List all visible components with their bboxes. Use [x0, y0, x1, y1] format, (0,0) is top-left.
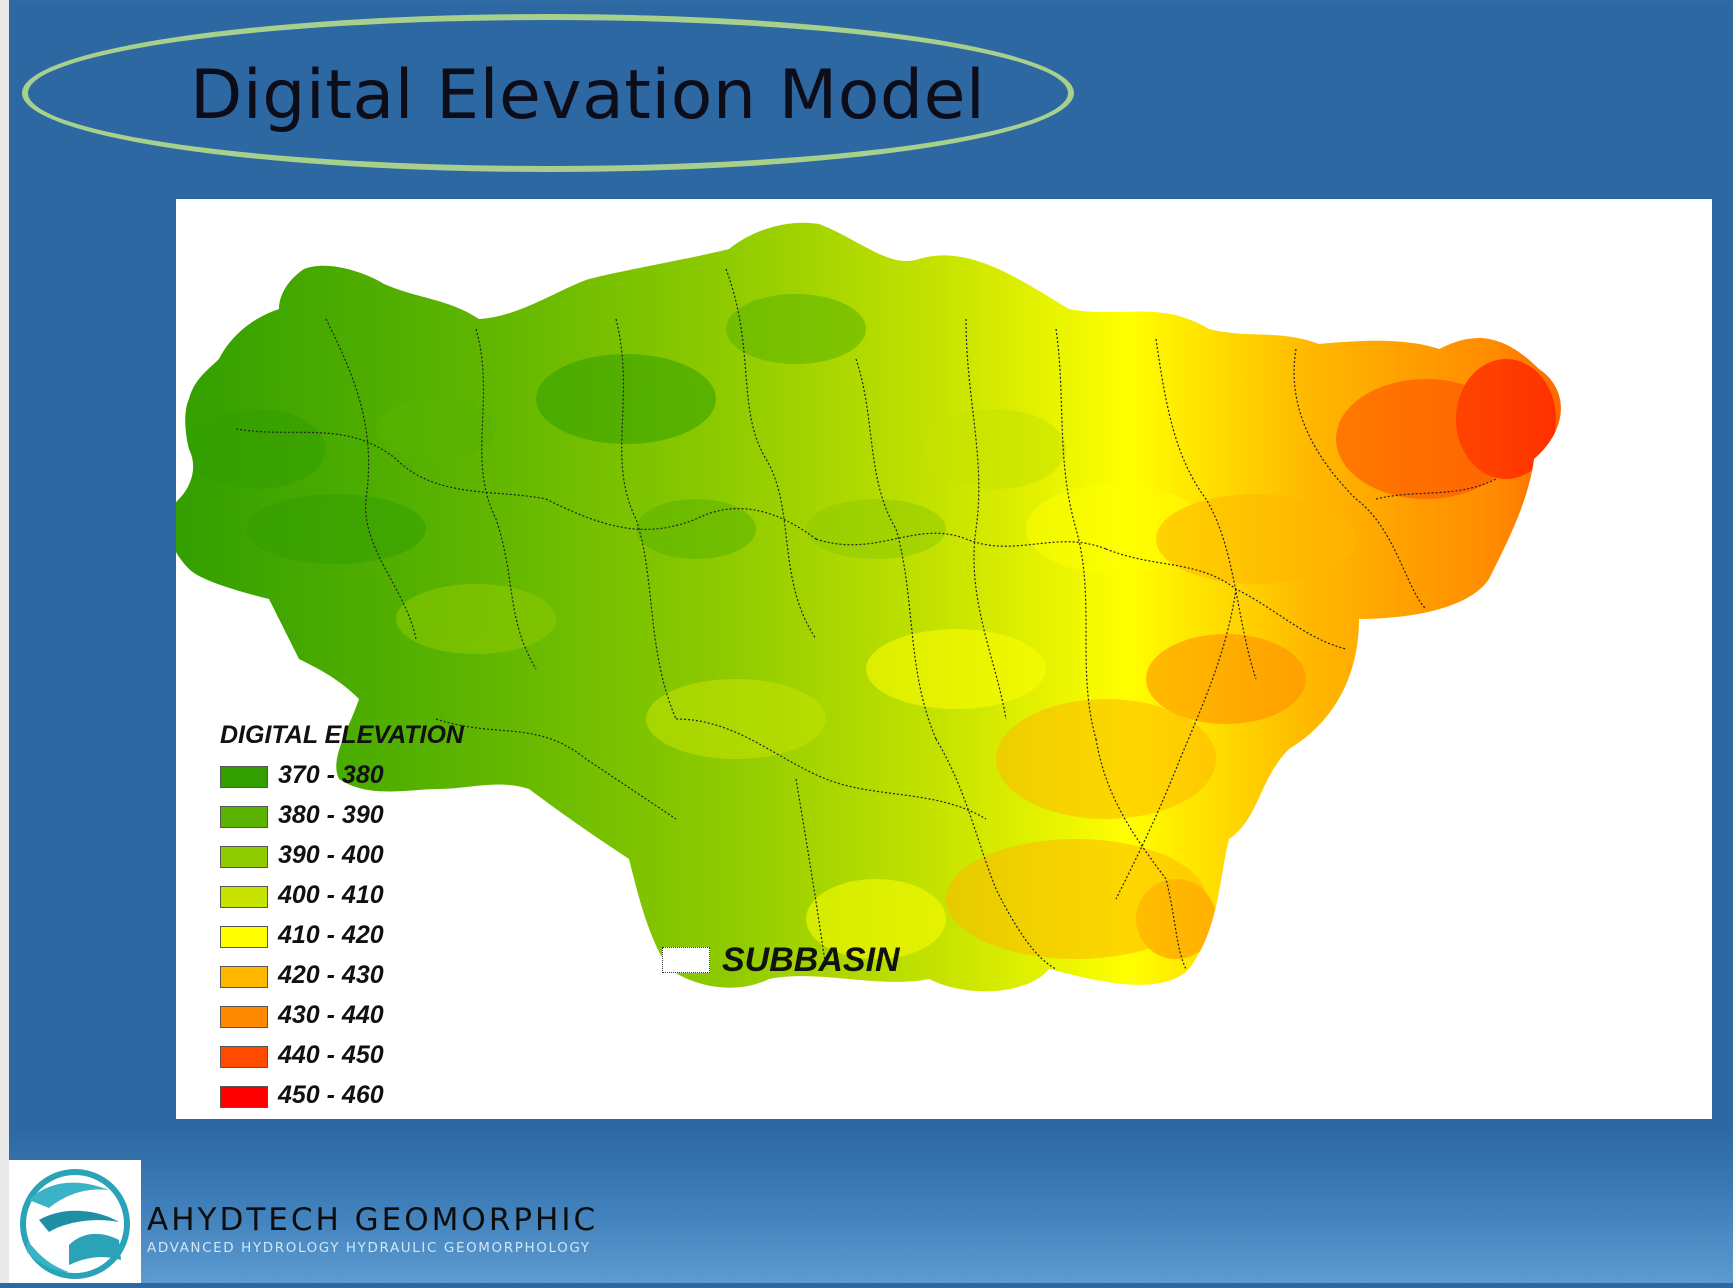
legend-swatch — [220, 966, 268, 988]
legend-label: 450 - 460 — [278, 1081, 384, 1109]
legend-label: 410 - 420 — [278, 921, 384, 949]
map-panel: DIGITAL ELEVATION 370 - 380 380 - 390 390 … — [176, 199, 1712, 1119]
brand-tagline: ADVANCED HYDROLOGY HYDRAULIC GEOMORPHOLO… — [147, 1240, 591, 1256]
subbasin-swatch — [662, 947, 710, 973]
legend-item: 390 - 400 — [220, 838, 464, 878]
legend-label: 390 - 400 — [278, 841, 384, 869]
company-logo — [9, 1160, 141, 1283]
legend-label: 400 - 410 — [278, 881, 384, 909]
slide-left-edge — [0, 0, 9, 1283]
title-ellipse — [22, 14, 1074, 172]
legend-title: DIGITAL ELEVATION — [220, 721, 464, 749]
legend-swatch — [220, 806, 268, 828]
wave-logo-icon — [20, 1169, 130, 1279]
legend-item: 400 - 410 — [220, 878, 464, 918]
slide-title: Digital Elevation Model — [190, 56, 986, 135]
legend-swatch — [220, 1046, 268, 1068]
legend-item: 410 - 420 — [220, 918, 464, 958]
brand-name: AHYDTECH GEOMORPHIC — [147, 1202, 599, 1238]
legend-label: 430 - 440 — [278, 1001, 384, 1029]
legend-item: 450 - 460 — [220, 1078, 464, 1118]
legend-swatch — [220, 846, 268, 868]
subbasin-label: SUBBASIN — [722, 941, 900, 979]
legend-swatch — [220, 926, 268, 948]
legend-swatch — [220, 1086, 268, 1108]
legend-item: 440 - 450 — [220, 1038, 464, 1078]
subbasin-boundaries — [235, 268, 1497, 970]
legend-item: 370 - 380 — [220, 758, 464, 798]
legend-item: 430 - 440 — [220, 998, 464, 1038]
legend-swatch — [220, 766, 268, 788]
legend-label: 380 - 390 — [278, 801, 384, 829]
legend-swatch — [220, 886, 268, 908]
legend-label: 420 - 430 — [278, 961, 384, 989]
elevation-map — [176, 222, 1561, 992]
legend-swatch — [220, 1006, 268, 1028]
elevation-legend: DIGITAL ELEVATION 370 - 380 380 - 390 390 … — [220, 721, 464, 1118]
legend-label: 370 - 380 — [278, 761, 384, 789]
legend-label: 440 - 450 — [278, 1041, 384, 1069]
legend-item: 380 - 390 — [220, 798, 464, 838]
legend-list: 370 - 380 380 - 390 390 - 400 400 - 410 410 … — [220, 758, 464, 1118]
legend-item: 420 - 430 — [220, 958, 464, 998]
